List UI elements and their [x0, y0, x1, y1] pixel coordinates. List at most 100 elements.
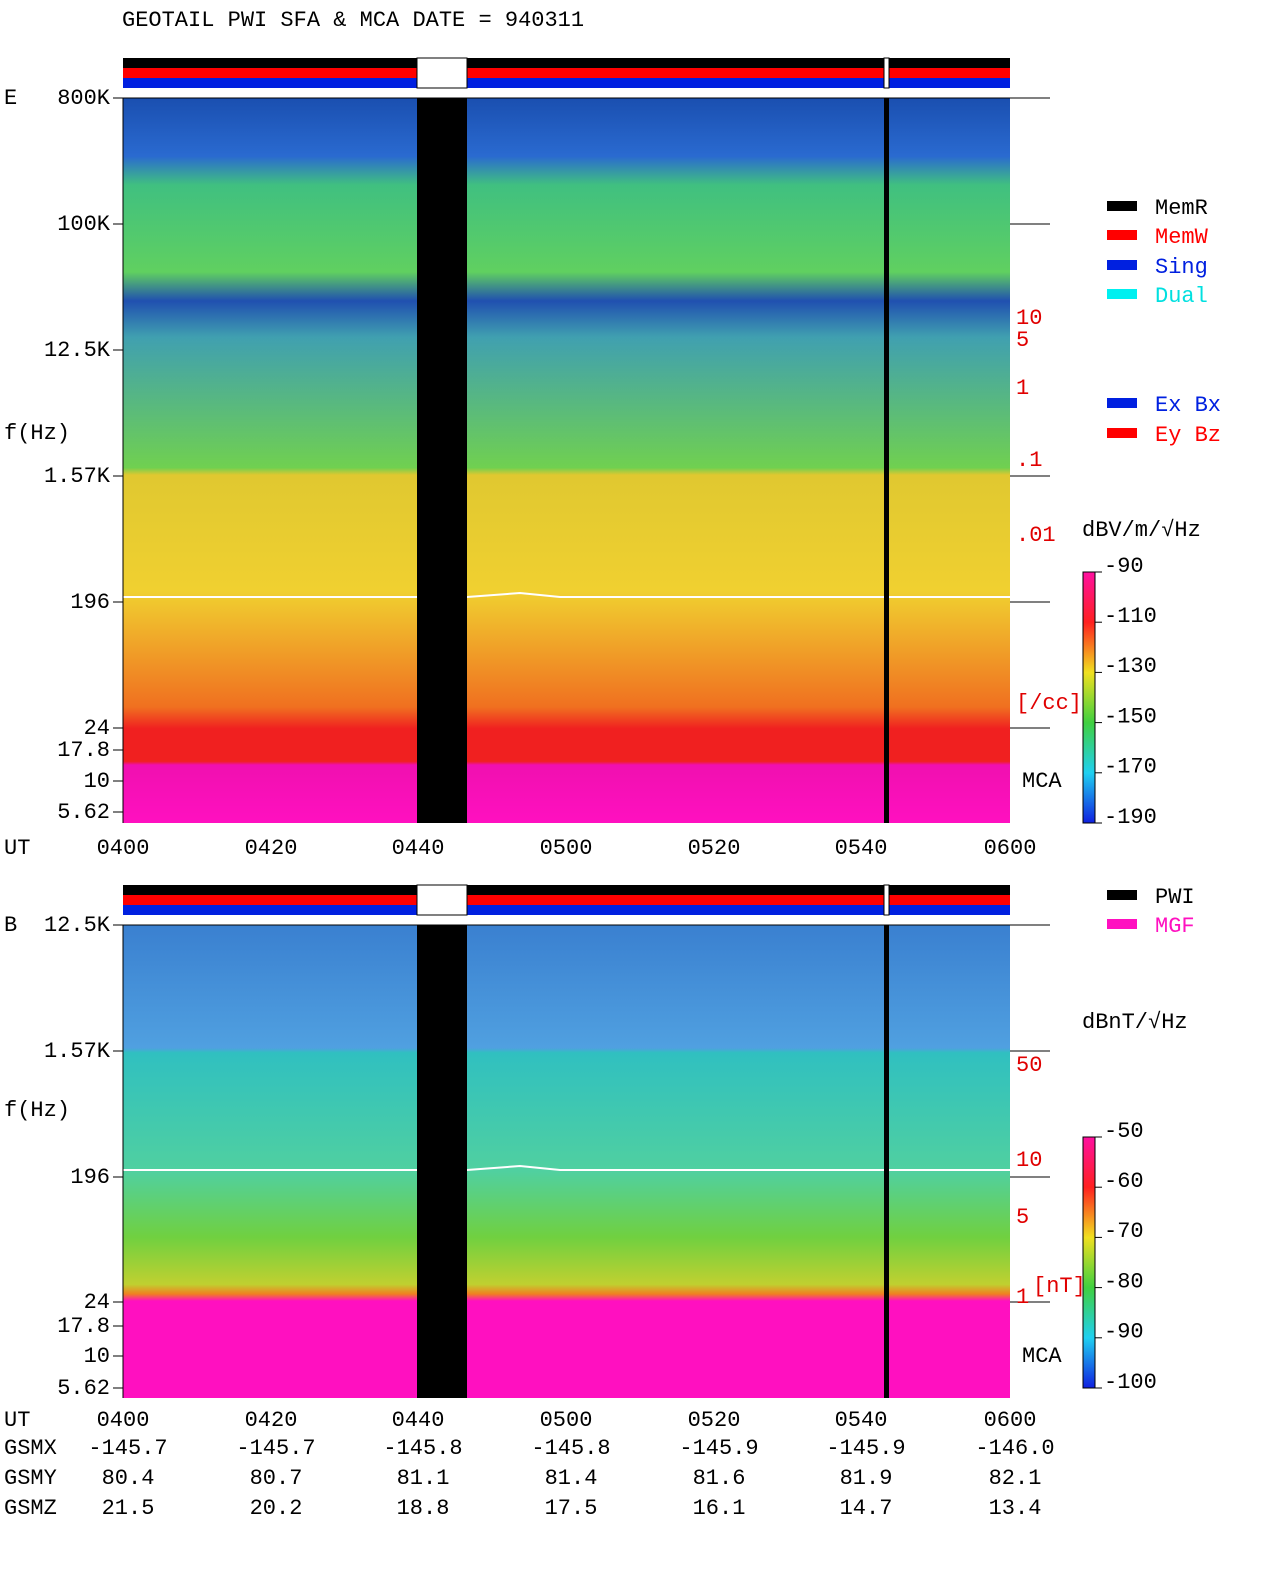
orbit-value: 81.1 — [397, 1466, 450, 1491]
freq-tick-label: 5.62 — [57, 800, 110, 825]
legend-swatch — [1107, 890, 1137, 900]
status-gap — [883, 884, 890, 916]
colorbar-tick-label: -190 — [1104, 805, 1157, 830]
right-scale-label: [nT] — [1033, 1274, 1086, 1299]
title: GEOTAIL PWI SFA & MCA DATE = 940311 — [122, 8, 584, 33]
unit-label: dBnT/√Hz — [1082, 1010, 1188, 1035]
freq-tick-label: 17.8 — [57, 738, 110, 763]
orbit-value: -145.8 — [531, 1436, 610, 1461]
y-axis-label: f(Hz) — [4, 421, 70, 446]
right-scale-label: 5 — [1016, 1205, 1029, 1230]
legend-label: MemW — [1155, 225, 1209, 250]
orbit-value: 81.9 — [840, 1466, 893, 1491]
orbit-value: -145.9 — [826, 1436, 905, 1461]
status-bar-red — [123, 895, 1010, 905]
colorbar-tick-label: -170 — [1104, 755, 1157, 780]
data-gap — [884, 925, 889, 1398]
y-axis-label: f(Hz) — [4, 1098, 70, 1123]
status-gap — [416, 57, 468, 89]
orbit-value: -146.0 — [975, 1436, 1054, 1461]
freq-tick-label: 17.8 — [57, 1314, 110, 1339]
legend-swatch — [1107, 260, 1137, 270]
orbit-value: -145.7 — [236, 1436, 315, 1461]
colorbar-tick-label: -50 — [1104, 1119, 1144, 1144]
time-tick-label: 0500 — [540, 1408, 593, 1433]
time-tick-label: 0420 — [245, 836, 298, 861]
mca-label: MCA — [1022, 1344, 1062, 1369]
orbit-value: 13.4 — [989, 1496, 1042, 1521]
colorbar-tick-label: -150 — [1104, 704, 1157, 729]
time-axis-label: UT — [4, 1408, 30, 1433]
colorbar-tick-label: -60 — [1104, 1169, 1144, 1194]
colorbar-tick-label: -90 — [1104, 1320, 1144, 1345]
legend-swatch — [1107, 919, 1137, 929]
freq-tick-label: 196 — [70, 1165, 110, 1190]
orbit-label: GSMX — [4, 1436, 57, 1461]
freq-tick-label: 5.62 — [57, 1376, 110, 1401]
right-scale-label: 1 — [1016, 376, 1029, 401]
time-tick-label: 0540 — [835, 1408, 888, 1433]
panel-label: B — [4, 913, 17, 938]
orbit-value: 81.6 — [693, 1466, 746, 1491]
data-gap — [417, 98, 467, 823]
freq-tick-label: 10 — [84, 1344, 110, 1369]
time-tick-label: 0540 — [835, 836, 888, 861]
time-tick-label: 0440 — [392, 1408, 445, 1433]
colorbar-tick-label: -130 — [1104, 654, 1157, 679]
time-tick-label: 0420 — [245, 1408, 298, 1433]
freq-tick-label: 24 — [84, 716, 110, 741]
time-tick-label: 0400 — [97, 1408, 150, 1433]
freq-tick-label: 100K — [57, 212, 111, 237]
spectrogram — [123, 925, 1010, 1398]
right-scale-label: [/cc] — [1016, 691, 1082, 716]
time-tick-label: 0520 — [688, 1408, 741, 1433]
orbit-label: GSMZ — [4, 1496, 57, 1521]
freq-tick-label: 12.5K — [44, 338, 111, 363]
orbit-value: 18.8 — [397, 1496, 450, 1521]
legend-swatch — [1107, 201, 1137, 211]
legend-swatch — [1107, 230, 1137, 240]
colorbar-tick-label: -80 — [1104, 1269, 1144, 1294]
plasma-line — [123, 591, 1010, 598]
colorbar — [1082, 571, 1096, 824]
legend-swatch — [1107, 398, 1137, 408]
time-tick-label: 0520 — [688, 836, 741, 861]
freq-tick-label: 1.57K — [44, 464, 111, 489]
orbit-value: -145.8 — [383, 1436, 462, 1461]
orbit-value: -145.9 — [679, 1436, 758, 1461]
orbit-value: 17.5 — [545, 1496, 598, 1521]
time-tick-label: 0600 — [984, 1408, 1037, 1433]
legend-label: PWI — [1155, 885, 1195, 910]
status-gap — [883, 57, 890, 89]
orbit-value: 80.4 — [102, 1466, 155, 1491]
right-scale-label: .01 — [1016, 523, 1056, 548]
right-scale-label: 10 — [1016, 306, 1042, 331]
orbit-value: -145.7 — [88, 1436, 167, 1461]
orbit-value: 16.1 — [693, 1496, 746, 1521]
orbit-value: 80.7 — [250, 1466, 303, 1491]
legend-label: Sing — [1155, 255, 1208, 280]
legend-label: MGF — [1155, 914, 1195, 939]
orbit-value: 21.5 — [102, 1496, 155, 1521]
time-axis-label: UT — [4, 836, 30, 861]
right-scale-label: 1 — [1016, 1285, 1029, 1310]
orbit-value: 82.1 — [989, 1466, 1042, 1491]
colorbar — [1082, 1136, 1096, 1389]
spectrogram — [123, 98, 1010, 823]
orbit-value: 14.7 — [840, 1496, 893, 1521]
right-scale-label: 5 — [1016, 328, 1029, 353]
right-scale-label: 10 — [1016, 1148, 1042, 1173]
freq-tick-label: 1.57K — [44, 1039, 111, 1064]
time-tick-label: 0400 — [97, 836, 150, 861]
data-gap — [884, 98, 889, 823]
legend-label: MemR — [1155, 196, 1208, 221]
status-bar-red — [123, 68, 1010, 78]
colorbar-tick-label: -110 — [1104, 604, 1157, 629]
orbit-value: 81.4 — [545, 1466, 598, 1491]
status-bar-blue — [123, 78, 1010, 88]
legend-label: Ex Bx — [1155, 393, 1221, 418]
status-bar-black — [123, 885, 1010, 895]
freq-tick-label: 800K — [57, 86, 111, 111]
time-tick-label: 0440 — [392, 836, 445, 861]
